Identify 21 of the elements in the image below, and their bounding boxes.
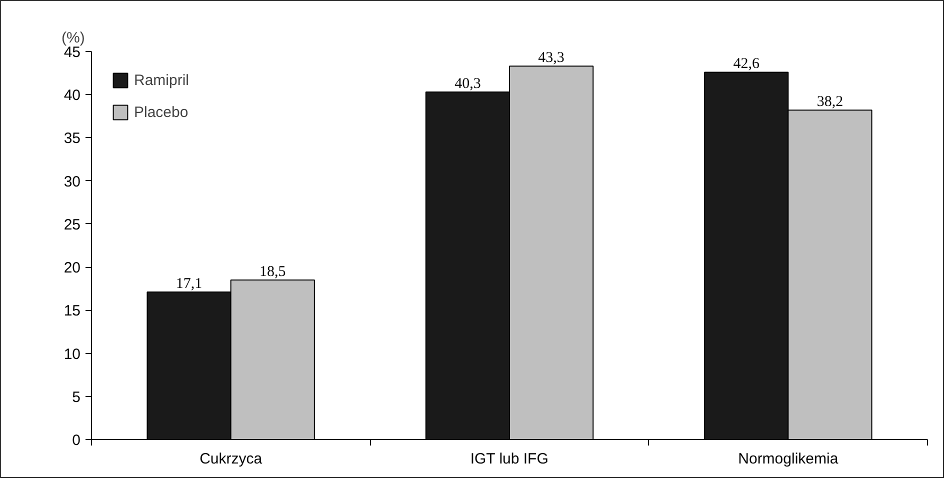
legend-label: Ramipril xyxy=(134,72,190,88)
data-label: 17,1 xyxy=(176,276,202,292)
y-tick-label: 20 xyxy=(64,260,81,277)
y-tick-label: 40 xyxy=(64,87,81,104)
data-label: 42,6 xyxy=(733,56,760,72)
legend-label: Placebo xyxy=(134,104,188,120)
data-label: 40,3 xyxy=(454,76,481,92)
x-tick-label: IGT lub IFG xyxy=(470,450,548,468)
y-tick-label: 10 xyxy=(64,346,81,363)
y-tick-label: 35 xyxy=(64,130,81,148)
data-label: 18,5 xyxy=(260,264,286,280)
data-label: 43,3 xyxy=(538,50,564,66)
x-tick-label: Cukrzyca xyxy=(200,450,263,468)
x-tick-label: Normoglikemia xyxy=(738,450,839,468)
y-tick-label: 0 xyxy=(72,432,80,449)
y-tick-label: 15 xyxy=(64,302,81,320)
y-tick-label: 25 xyxy=(64,216,81,234)
data-label: 38,2 xyxy=(816,94,844,110)
y-tick-label: 5 xyxy=(72,388,80,406)
y-tick-label: 30 xyxy=(64,173,81,190)
y-axis-title: (%) xyxy=(62,30,85,46)
